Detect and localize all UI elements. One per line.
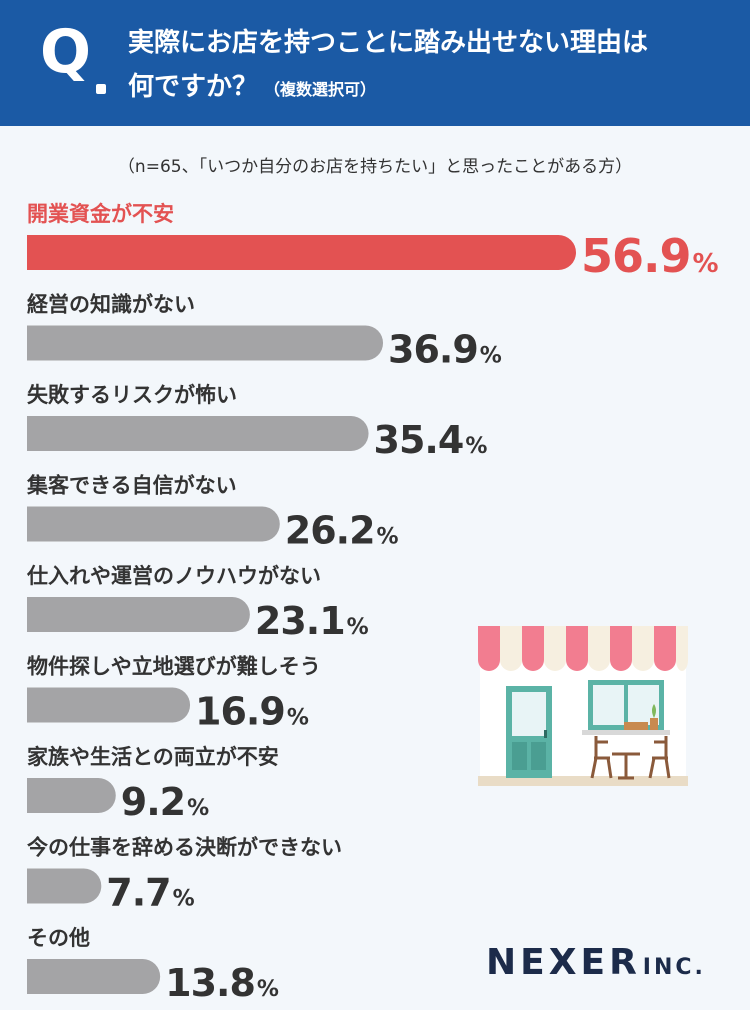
storefront-illustration: [478, 626, 688, 786]
value-unit: %: [173, 887, 195, 912]
value-number: 16.9: [195, 690, 285, 734]
value-number: 23.1: [255, 599, 345, 643]
question-title-note: （複数選択可）: [264, 80, 377, 99]
category-label: 開業資金が不安: [27, 202, 174, 226]
value-unit: %: [465, 434, 487, 459]
q-dot: [96, 84, 106, 94]
value-number: 13.8: [165, 961, 255, 1005]
category-label: 経営の知識がない: [27, 293, 195, 317]
awning: [478, 626, 688, 671]
value-number: 7.7: [106, 871, 170, 915]
bar: [27, 506, 280, 542]
value-unit: %: [347, 615, 369, 640]
value-label: 7.7%: [106, 871, 194, 915]
bar: [27, 325, 384, 361]
question-title-line1: 実際にお店を持つことに踏み出せない理由は: [128, 28, 649, 58]
value-label: 56.9%: [581, 229, 719, 283]
value-label: 13.8%: [165, 961, 279, 1005]
door: [506, 686, 552, 778]
logo-suffix: INC.: [642, 955, 706, 980]
question-title-text: 何ですか？: [128, 72, 259, 102]
value-label: 36.9%: [388, 328, 502, 372]
category-label: 今の仕事を辞める決断ができない: [27, 836, 342, 860]
value-unit: %: [287, 706, 309, 731]
q-mark: Q: [40, 17, 92, 87]
bar-left-edge: [27, 325, 45, 361]
value-number: 36.9: [388, 328, 478, 372]
question-header: Q 実際にお店を持つことに踏み出せない理由は 何ですか？ （複数選択可）: [0, 0, 750, 126]
bar: [27, 959, 161, 994]
value-label: 26.2%: [285, 509, 399, 553]
bar: [27, 597, 250, 632]
value-number: 26.2: [285, 509, 375, 553]
bar-left-edge: [27, 506, 45, 542]
value-unit: %: [377, 525, 399, 550]
bar-left-edge: [27, 416, 45, 451]
value-unit: %: [480, 344, 502, 369]
value-label: 23.1%: [255, 599, 369, 643]
category-label: 仕入れや運営のノウハウがない: [26, 564, 321, 588]
value-unit: %: [187, 796, 209, 821]
nexer-logo: NEXERINC.: [486, 942, 706, 983]
category-label: 家族や生活との両立が不安: [27, 745, 279, 769]
bar-left-edge: [27, 868, 45, 904]
cafe-table: [590, 736, 671, 780]
bar-left-edge: [27, 778, 45, 813]
bar: [27, 416, 369, 451]
question-title-line2: 何ですか？ （複数選択可）: [128, 66, 376, 103]
bar-left-edge: [27, 959, 45, 994]
bar: [27, 235, 576, 270]
logo-name: NEXER: [486, 942, 641, 983]
bar-left-edge: [27, 687, 45, 723]
shop-window: [582, 680, 670, 735]
value-number: 35.4: [374, 418, 464, 462]
value-label: 35.4%: [374, 418, 488, 462]
value-label: 16.9%: [195, 690, 309, 734]
category-label: その他: [27, 926, 90, 950]
sample-note: （n=65、「いつか自分のお店を持ちたい」と思ったことがある方）: [117, 157, 633, 177]
bar: [27, 868, 102, 904]
value-number: 9.2: [121, 780, 185, 824]
bar: [27, 778, 116, 813]
bar: [27, 687, 191, 723]
bar-left-edge: [27, 235, 45, 270]
category-label: 物件探しや立地選びが難しそう: [27, 655, 321, 679]
category-label: 集客できる自信がない: [26, 474, 237, 498]
value-number: 56.9: [581, 229, 691, 283]
value-unit: %: [257, 977, 279, 1002]
category-label: 失敗するリスクが怖い: [27, 383, 237, 407]
value-unit: %: [693, 249, 719, 279]
bar-left-edge: [27, 597, 45, 632]
value-label: 9.2%: [121, 780, 209, 824]
